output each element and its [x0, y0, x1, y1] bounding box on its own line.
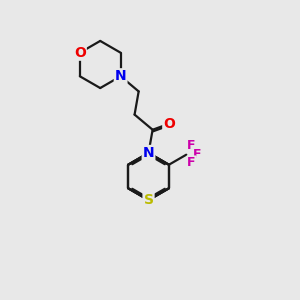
Text: O: O — [163, 117, 175, 131]
Text: N: N — [115, 69, 126, 83]
Text: N: N — [143, 146, 154, 160]
Text: O: O — [74, 46, 86, 60]
Text: F: F — [187, 140, 196, 152]
Text: S: S — [143, 193, 154, 207]
Text: F: F — [187, 157, 196, 169]
Text: F: F — [193, 148, 202, 161]
